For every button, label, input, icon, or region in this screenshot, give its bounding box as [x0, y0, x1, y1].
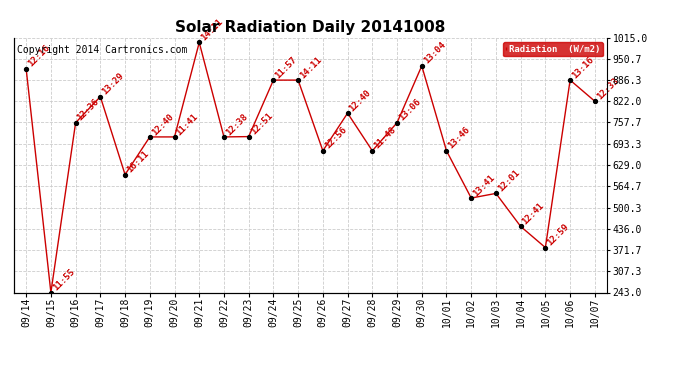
Text: 11:48: 11:48 — [373, 125, 397, 151]
Point — [589, 98, 600, 104]
Point — [243, 134, 254, 140]
Point — [317, 148, 328, 154]
Point — [144, 134, 155, 140]
Text: 13:06: 13:06 — [397, 98, 422, 123]
Point — [466, 195, 477, 201]
Text: 14:11: 14:11 — [199, 17, 225, 42]
Text: 11:57: 11:57 — [273, 55, 299, 80]
Point — [564, 77, 575, 83]
Text: 12:56: 12:56 — [323, 125, 348, 151]
Point — [367, 148, 378, 154]
Text: Copyright 2014 Cartronics.com: Copyright 2014 Cartronics.com — [17, 45, 187, 55]
Text: 12:51: 12:51 — [248, 111, 274, 136]
Point — [441, 148, 452, 154]
Point — [515, 224, 526, 230]
Text: 13:04: 13:04 — [422, 40, 447, 66]
Text: 14:11: 14:11 — [298, 55, 324, 80]
Point — [391, 120, 402, 126]
Text: 12:16: 12:16 — [26, 44, 52, 69]
Point — [293, 77, 304, 83]
Text: 11:41: 11:41 — [175, 111, 200, 137]
Title: Solar Radiation Daily 20141008: Solar Radiation Daily 20141008 — [175, 20, 446, 35]
Text: 11:55: 11:55 — [51, 267, 77, 292]
Text: 12:36: 12:36 — [76, 98, 101, 123]
Text: 12:59: 12:59 — [545, 222, 571, 248]
Point — [491, 190, 502, 196]
Point — [21, 66, 32, 72]
Point — [119, 172, 130, 178]
Text: 12:40: 12:40 — [348, 88, 373, 113]
Point — [95, 94, 106, 100]
Text: 12:33: 12:33 — [595, 76, 620, 101]
Point — [268, 77, 279, 83]
Text: 13:41: 13:41 — [471, 172, 497, 198]
Point — [540, 244, 551, 250]
Point — [70, 120, 81, 126]
Text: 12:40: 12:40 — [150, 111, 175, 137]
Text: 12:01: 12:01 — [496, 168, 522, 194]
Point — [46, 290, 57, 296]
Text: 13:29: 13:29 — [100, 71, 126, 97]
Point — [342, 110, 353, 116]
Point — [169, 134, 180, 140]
Point — [416, 63, 427, 69]
Point — [194, 39, 205, 45]
Text: 13:16: 13:16 — [570, 55, 595, 80]
Text: 13:46: 13:46 — [446, 125, 472, 151]
Legend: Radiation  (W/m2): Radiation (W/m2) — [503, 42, 602, 56]
Point — [219, 134, 230, 140]
Text: 12:38: 12:38 — [224, 111, 249, 137]
Text: 16:11: 16:11 — [125, 149, 150, 175]
Text: 12:41: 12:41 — [521, 201, 546, 226]
